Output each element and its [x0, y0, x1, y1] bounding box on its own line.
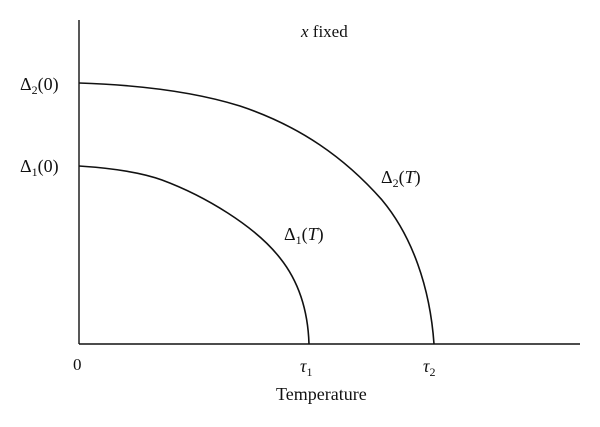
delta1-curve [78, 165, 310, 345]
y-tick-label-delta1-zero: Δ1(0) [20, 156, 59, 179]
delta2-curve-label: Δ2(T) [381, 167, 421, 190]
x-tick-label-tau2: τ2 [423, 356, 435, 379]
x-tick-label-tau1: τ1 [300, 356, 312, 379]
origin-label: 0 [73, 355, 82, 374]
annotation-label: x fixed [300, 22, 348, 41]
delta1-curve-label: Δ1(T) [284, 224, 324, 247]
delta2-curve [78, 82, 435, 345]
y-tick-label-delta2-zero: Δ2(0) [20, 74, 59, 97]
annotation-variable: x [300, 22, 309, 41]
annotation-text: fixed [309, 22, 349, 41]
x-axis-title: Temperature [276, 384, 367, 404]
